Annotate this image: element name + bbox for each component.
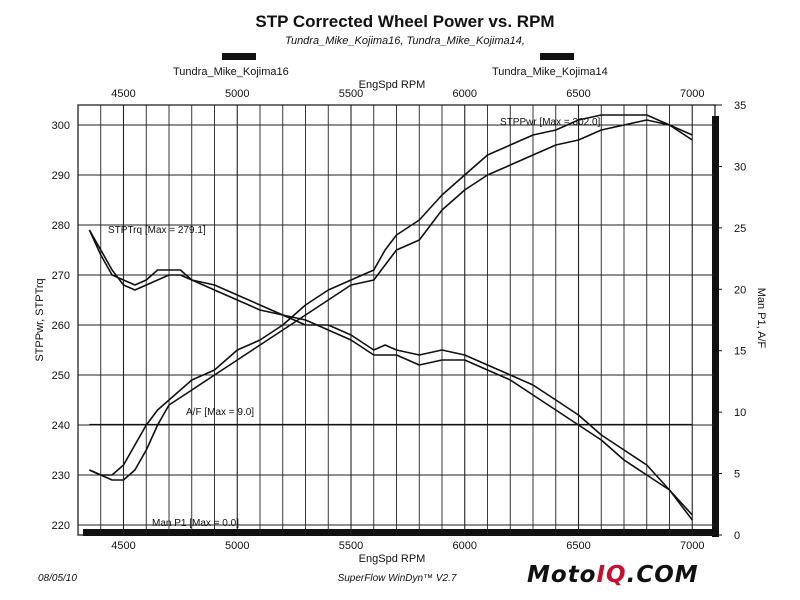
y-tick-label-left: 230 (52, 470, 70, 482)
x-axis-label-top: EngSpd RPM (359, 79, 426, 91)
y-axis-label-right: Man P1, A/F (755, 288, 767, 349)
footer-date: 08/05/10 (38, 573, 77, 584)
y-axis-label-left: STPPwr, STPTrq (34, 278, 46, 361)
x-tick-label-top: 7000 (680, 88, 704, 100)
bottom-axis-bar (83, 529, 715, 536)
x-axis-label-bottom: EngSpd RPM (359, 553, 426, 565)
x-tick-label-bottom: 4500 (111, 540, 135, 552)
x-tick-label-bottom: 6000 (453, 540, 477, 552)
y-tick-label-right: 10 (734, 407, 746, 419)
y-tick-label-right: 30 (734, 161, 746, 173)
y-tick-label-left: 220 (52, 520, 70, 532)
logo-tail: .COM (627, 562, 699, 588)
x-tick-label-top: 6000 (453, 88, 477, 100)
x-tick-label-bottom: 5000 (225, 540, 249, 552)
legend-label-kojima14: Tundra_Mike_Kojima14 (492, 66, 608, 78)
annotation-manp1-max: Man P1 [Max = 0.0] (152, 518, 239, 529)
x-tick-label-top: 6500 (566, 88, 590, 100)
annotation-af-max: A/F [Max = 9.0] (186, 407, 254, 418)
torque-kojima16-line (88, 229, 693, 516)
x-tick-label-top: 5000 (225, 88, 249, 100)
x-tick-label-top: 4500 (111, 88, 135, 100)
logo-main: Moto (527, 562, 597, 588)
x-tick-label-bottom: 5500 (339, 540, 363, 552)
footer-software: SuperFlow WinDyn™ V2.7 (338, 573, 457, 584)
y-tick-label-right: 15 (734, 346, 746, 358)
x-tick-label-bottom: 7000 (680, 540, 704, 552)
motoiq-logo: MotoIQ.COM (527, 562, 699, 588)
right-axis-bar (712, 116, 719, 537)
y-tick-label-right: 35 (734, 100, 746, 112)
y-tick-label-left: 270 (52, 270, 70, 282)
chart-title: STP Corrected Wheel Power vs. RPM (255, 12, 554, 31)
logo-accent: IQ (597, 562, 627, 588)
annotation-torque-max: STPTrq [Max = 279.1] (108, 225, 206, 236)
grid (78, 105, 715, 535)
x-tick-label-bottom: 6500 (566, 540, 590, 552)
legend-swatch-kojima14 (540, 53, 574, 60)
y-tick-label-left: 290 (52, 170, 70, 182)
y-tick-label-right: 20 (734, 284, 746, 296)
x-tick-label-top: 5500 (339, 88, 363, 100)
y-tick-label-left: 250 (52, 370, 70, 382)
torque-kojima14-line (88, 229, 693, 521)
legend-swatch-kojima16 (222, 53, 256, 60)
tick-labels: 4500 4500 5000 5000 5500 5500 6000 6000 6500 6500… (52, 88, 747, 552)
legend-label-kojima16: Tundra_Mike_Kojima16 (173, 66, 289, 78)
y-tick-label-right: 5 (734, 469, 740, 481)
series-lines (88, 114, 693, 536)
y-tick-label-right: 0 (734, 530, 740, 542)
y-tick-label-left: 280 (52, 220, 70, 232)
y-tick-label-left: 260 (52, 320, 70, 332)
chart-subtitle: Tundra_Mike_Kojima16, Tundra_Mike_Kojima… (285, 35, 525, 47)
power-kojima14-line (89, 114, 693, 476)
power-kojima16-line (89, 119, 693, 481)
y-tick-label-left: 300 (52, 120, 70, 132)
y-tick-label-left: 240 (52, 420, 70, 432)
y-tick-label-right: 25 (734, 223, 746, 235)
annotation-power-max: STPPwr [Max = 302.0] (500, 117, 601, 128)
